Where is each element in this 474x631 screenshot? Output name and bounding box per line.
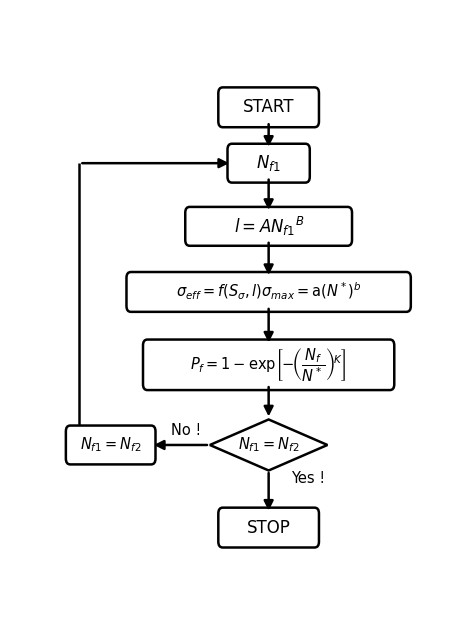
FancyBboxPatch shape: [66, 425, 155, 464]
FancyBboxPatch shape: [127, 272, 411, 312]
Text: $P_f = 1 - \exp\!\left[-\!\left(\dfrac{N_f}{N^*}\right)^{\!K}\right]$: $P_f = 1 - \exp\!\left[-\!\left(\dfrac{N…: [191, 346, 347, 384]
FancyBboxPatch shape: [185, 207, 352, 245]
Text: No !: No !: [171, 423, 201, 438]
Text: Yes !: Yes !: [291, 471, 325, 485]
Text: STOP: STOP: [246, 519, 291, 536]
Polygon shape: [210, 420, 328, 471]
Text: $N_{f1} = N_{f2}$: $N_{f1} = N_{f2}$: [80, 435, 141, 454]
FancyBboxPatch shape: [219, 87, 319, 127]
Text: $N_{f1}$: $N_{f1}$: [256, 153, 281, 173]
Text: $N_{f1} = N_{f2}$: $N_{f1} = N_{f2}$: [238, 435, 300, 454]
FancyBboxPatch shape: [143, 339, 394, 390]
FancyBboxPatch shape: [228, 144, 310, 182]
Text: $\sigma_{eff} = f(S_{\sigma},l)\sigma_{max} = \mathrm{a}(N^*)^b$: $\sigma_{eff} = f(S_{\sigma},l)\sigma_{m…: [176, 281, 362, 302]
Text: START: START: [243, 98, 294, 116]
Text: $l = AN_{f1}{}^{B}$: $l = AN_{f1}{}^{B}$: [234, 215, 304, 238]
FancyBboxPatch shape: [219, 508, 319, 548]
